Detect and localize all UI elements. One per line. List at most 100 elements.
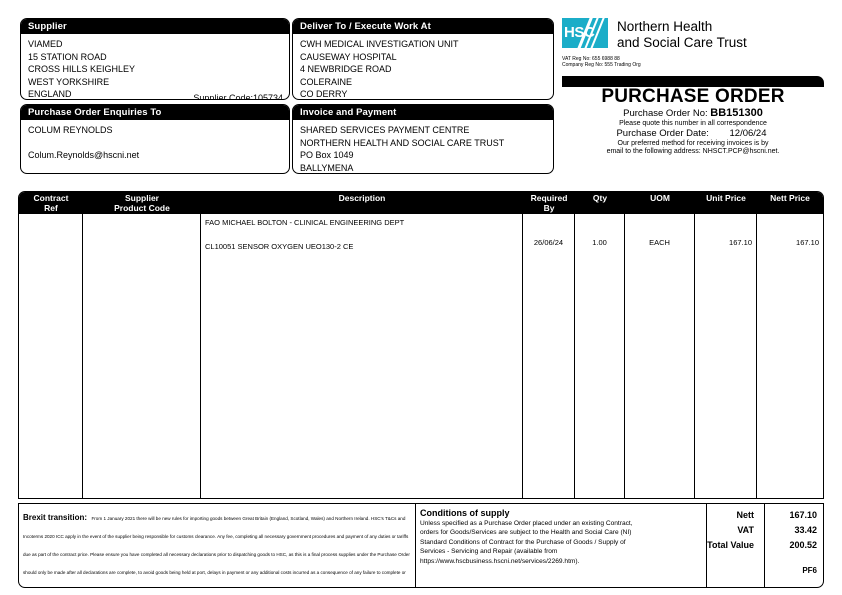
- brexit-notice-title: Brexit transition:: [23, 513, 88, 522]
- deliver-to-panel-body: CWH MEDICAL INVESTIGATION UNIT CAUSEWAY …: [293, 34, 553, 99]
- line-items-table: Contract Ref Supplier Product Code Descr…: [18, 191, 824, 499]
- totals-panel: Nett 167.10 VAT 33.42 Total Value 200.52…: [706, 503, 824, 588]
- invoice-line-3: PO Box 1049: [300, 150, 354, 161]
- column-header-description: Description: [201, 192, 523, 214]
- cell-uom: EACH: [625, 214, 695, 498]
- column-header-uom: UOM: [625, 192, 695, 214]
- enquiries-panel-body: COLUM REYNOLDS Colum.Reynolds@hscni.net: [21, 120, 289, 163]
- column-header-supplier-product-code: Supplier Product Code: [83, 192, 201, 214]
- supplier-panel-body: VIAMED 15 STATION ROAD CROSS HILLS KEIGH…: [21, 34, 289, 100]
- supplier-address-line-3: WEST YORKSHIRE: [28, 76, 110, 87]
- conditions-of-supply: Conditions of supply Unless specified as…: [415, 503, 707, 588]
- conditions-line-2: orders for Goods/Services are subject to…: [420, 529, 632, 537]
- vat-registration-info: VAT Reg No: 655 6988 88 Company Reg No: …: [562, 56, 762, 68]
- qty-value: 1.00: [592, 238, 607, 247]
- purchase-order-banner: [562, 76, 824, 87]
- purchase-order-quote-note: Please quote this number in all correspo…: [619, 119, 767, 127]
- invoice-line-4: BALLYMENA: [300, 162, 354, 173]
- trust-name-line-2: and Social Care Trust: [617, 34, 747, 50]
- supplier-address-line-2: CROSS HILLS KEIGHLEY: [28, 64, 136, 75]
- page-title: PURCHASE ORDER: [601, 86, 785, 107]
- totals-row-nett: Nett 167.10: [706, 508, 818, 523]
- trust-name-line-1: Northern Health: [617, 19, 713, 34]
- trust-header: HSC Northern Health and Social Care Trus…: [562, 18, 824, 74]
- column-header-required-by-line1: Required: [530, 193, 568, 203]
- purchase-order-date-value: 12/06/24: [729, 128, 767, 139]
- nett-label: Nett: [736, 510, 755, 520]
- vat-reg-line-2: Company Reg No: 555 Trading Org: [562, 62, 641, 69]
- totals-row-total: Total Value 200.52: [706, 538, 817, 553]
- invoice-preference-note-line-1: Our preferred method for receiving invoi…: [617, 139, 769, 147]
- invoice-preference-note-line-2: email to the following address: NHSCT.PC…: [606, 148, 780, 155]
- supplier-country: ENGLAND: [28, 89, 72, 100]
- nett-price-value: 167.10: [796, 238, 819, 247]
- deliver-to-panel-title: Deliver To / Execute Work At: [293, 19, 553, 34]
- cell-unit-price: 167.10: [695, 214, 757, 498]
- invoice-payment-panel-body: SHARED SERVICES PAYMENT CENTRE NORTHERN …: [293, 120, 553, 173]
- column-header-contract-ref-line2: Ref: [44, 202, 58, 213]
- totals-divider: [764, 504, 765, 587]
- supplier-code: Supplier Code:105734: [193, 92, 283, 100]
- cell-qty: 1.00: [575, 214, 625, 498]
- trust-name: Northern Health and Social Care Trust: [617, 18, 747, 50]
- supplier-panel-title: Supplier: [21, 19, 289, 34]
- column-header-nett-price-line1: Nett Price: [770, 193, 810, 203]
- invoice-line-2: NORTHERN HEALTH AND SOCIAL CARE TRUST: [300, 137, 505, 148]
- description-item-line: CL10051 SENSOR OXYGEN UEO130-2 CE: [205, 242, 354, 251]
- hsc-logo-icon: HSC: [562, 18, 608, 48]
- column-header-qty: Qty: [575, 192, 625, 214]
- invoice-line-1: SHARED SERVICES PAYMENT CENTRE: [300, 125, 470, 135]
- cell-nett-price: 167.10: [757, 214, 823, 498]
- enquiries-contact-email: Colum.Reynolds@hscni.net: [28, 149, 140, 160]
- invoice-payment-panel: Invoice and Payment SHARED SERVICES PAYM…: [292, 104, 554, 174]
- unit-price-value: 167.10: [729, 238, 752, 247]
- deliver-line-1: CWH MEDICAL INVESTIGATION UNIT: [300, 39, 459, 49]
- total-value-label: Total Value: [707, 540, 754, 550]
- enquiries-contact-name: COLUM REYNOLDS: [28, 125, 113, 135]
- cell-description: FAO MICHAEL BOLTON - CLINICAL ENGINEERIN…: [201, 214, 523, 498]
- column-header-uom-line1: UOM: [650, 193, 670, 203]
- uom-value: EACH: [649, 238, 670, 247]
- deliver-line-2: CAUSEWAY HOSPITAL: [300, 51, 397, 62]
- nett-total-value: 167.10: [789, 510, 817, 520]
- column-header-nett-price: Nett Price: [757, 192, 823, 214]
- supplier-name: VIAMED: [28, 39, 63, 49]
- column-header-product-code-line1: Supplier: [124, 193, 159, 203]
- brexit-transition-notice: Brexit transition: From 1 January 2021 t…: [18, 503, 416, 588]
- cell-supplier-product-code: [83, 214, 201, 498]
- required-by-value: 26/06/24: [533, 238, 564, 247]
- enquiries-panel: Purchase Order Enquiries To COLUM REYNOL…: [20, 104, 290, 174]
- conditions-line-3: Standard Conditions of Contract for the …: [420, 538, 626, 546]
- vat-total-value: 33.42: [794, 525, 817, 535]
- deliver-to-panel: Deliver To / Execute Work At CWH MEDICAL…: [292, 18, 554, 100]
- totals-row-vat: VAT 33.42: [706, 523, 817, 538]
- purchase-order-number-label: Purchase Order No:: [623, 108, 708, 119]
- invoice-payment-panel-title: Invoice and Payment: [293, 105, 553, 120]
- column-header-product-code-line2: Product Code: [114, 202, 170, 213]
- column-header-required-by-line2: By: [543, 202, 555, 213]
- deliver-line-4: COLERAINE: [300, 76, 353, 87]
- column-header-unit-price: Unit Price: [695, 192, 757, 214]
- vat-reg-line-1: VAT Reg No: 655 6988 88: [562, 56, 620, 62]
- vat-label: VAT: [737, 525, 754, 535]
- supplier-address-line-1: 15 STATION ROAD: [28, 51, 107, 62]
- conditions-link[interactable]: https://www.hscbusiness.hscni.net/servic…: [420, 557, 580, 565]
- column-header-qty-line1: Qty: [592, 193, 608, 203]
- column-header-required-by: Required By: [523, 192, 575, 214]
- purchase-order-date-label: Purchase Order Date:: [616, 128, 709, 139]
- purchase-order-details: PURCHASE ORDER Purchase Order No: BB1513…: [562, 86, 824, 157]
- purchase-order-number-value: BB151300: [710, 107, 763, 119]
- purchase-order-date-row: Purchase Order Date: 12/06/24: [562, 128, 824, 140]
- cell-contract-ref: [19, 214, 83, 498]
- deliver-line-3: 4 NEWBRIDGE ROAD: [300, 64, 392, 75]
- description-fao-line: FAO MICHAEL BOLTON - CLINICAL ENGINEERIN…: [205, 218, 405, 227]
- enquiries-panel-title: Purchase Order Enquiries To: [21, 105, 289, 120]
- total-value-amount: 200.52: [789, 540, 817, 550]
- column-header-description-line1: Description: [338, 193, 386, 203]
- column-header-unit-price-line1: Unit Price: [706, 193, 746, 203]
- cell-required-by: 26/06/24: [523, 214, 575, 498]
- supplier-panel: Supplier VIAMED 15 STATION ROAD CROSS HI…: [20, 18, 290, 100]
- conditions-line-1: Unless specified as a Purchase Order pla…: [420, 520, 633, 527]
- line-items-header-row: Contract Ref Supplier Product Code Descr…: [19, 192, 823, 214]
- supplier-code-block: Supplier Code:105734 orders@viamed.co.uk: [193, 92, 283, 100]
